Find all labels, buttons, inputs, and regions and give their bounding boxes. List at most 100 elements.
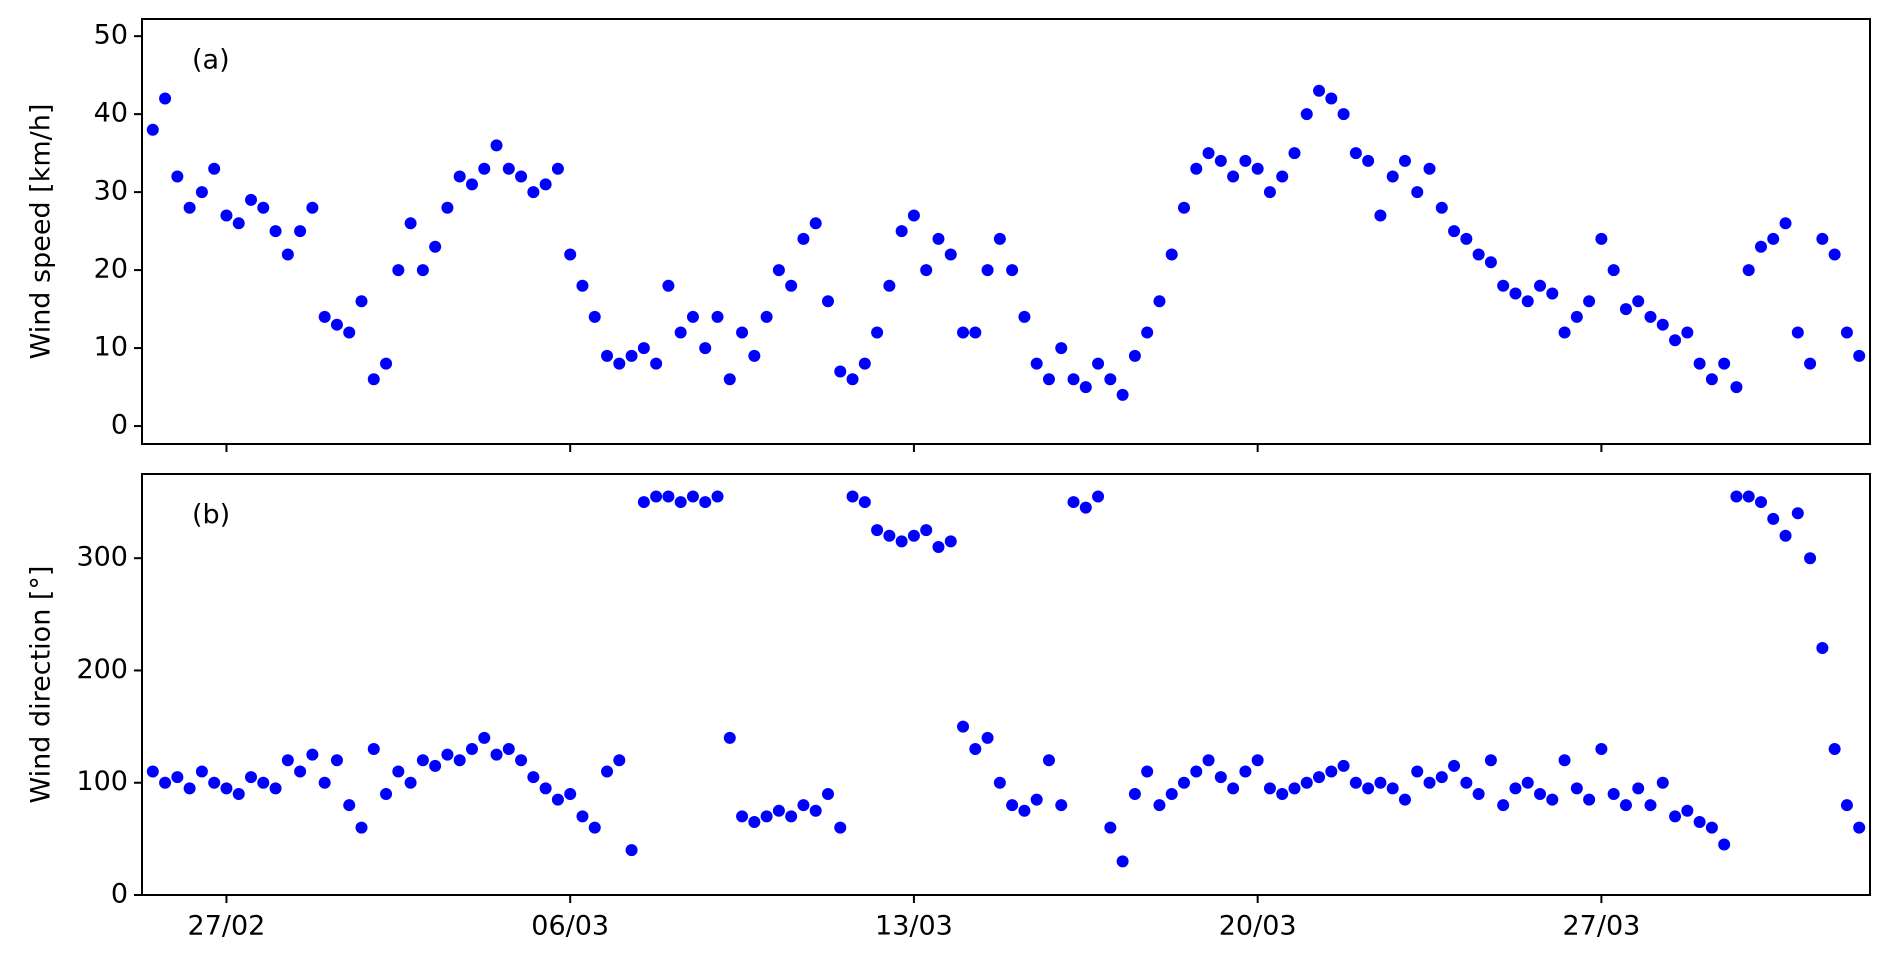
- data-point: [257, 201, 270, 214]
- data-point: [478, 162, 491, 175]
- data-point: [343, 799, 356, 812]
- data-point: [1239, 154, 1252, 167]
- data-point: [1472, 787, 1485, 800]
- data-point: [551, 162, 564, 175]
- data-point: [146, 123, 159, 136]
- data-point: [220, 782, 233, 795]
- data-point: [1669, 334, 1682, 347]
- data-point: [1767, 512, 1780, 525]
- data-point: [1067, 373, 1080, 386]
- data-point: [429, 240, 442, 253]
- data-point: [1669, 810, 1682, 823]
- data-point: [1141, 326, 1154, 339]
- data-point: [760, 810, 773, 823]
- data-point: [171, 170, 184, 183]
- data-point: [1227, 170, 1240, 183]
- data-point: [1534, 787, 1547, 800]
- data-point: [183, 201, 196, 214]
- data-point: [220, 209, 233, 222]
- data-point: [1558, 326, 1571, 339]
- data-point: [613, 754, 626, 767]
- data-point: [858, 496, 871, 509]
- data-point: [1742, 264, 1755, 277]
- data-point: [1816, 232, 1829, 245]
- data-point: [1509, 782, 1522, 795]
- data-point: [1398, 154, 1411, 167]
- data-point: [637, 496, 650, 509]
- x-tick-label: 20/03: [1219, 911, 1297, 942]
- data-point: [1448, 759, 1461, 772]
- data-point: [294, 765, 307, 778]
- data-point: [1227, 782, 1240, 795]
- data-point: [281, 248, 294, 261]
- data-point: [1656, 776, 1669, 789]
- data-point: [183, 782, 196, 795]
- data-point: [1853, 349, 1866, 362]
- data-point: [1644, 799, 1657, 812]
- data-point: [1190, 765, 1203, 778]
- y-tick-label: 30: [94, 176, 128, 207]
- data-point: [1313, 84, 1326, 97]
- data-point: [269, 782, 282, 795]
- data-point: [1828, 248, 1841, 261]
- data-point: [1619, 303, 1632, 316]
- data-point: [1055, 799, 1068, 812]
- data-point: [1705, 821, 1718, 834]
- data-point: [1791, 326, 1804, 339]
- data-point: [1276, 170, 1289, 183]
- data-point: [821, 295, 834, 308]
- data-point: [1374, 209, 1387, 222]
- data-point: [515, 754, 528, 767]
- data-point: [1595, 743, 1608, 756]
- data-point: [711, 490, 724, 503]
- data-point: [1521, 776, 1534, 789]
- data-point: [1042, 754, 1055, 767]
- data-point: [564, 787, 577, 800]
- data-point: [269, 225, 282, 238]
- data-point: [871, 326, 884, 339]
- data-point: [1288, 147, 1301, 160]
- data-point: [821, 787, 834, 800]
- data-point: [674, 496, 687, 509]
- data-point: [1300, 108, 1313, 121]
- y-tick-label: 100: [76, 766, 128, 797]
- data-point: [1681, 326, 1694, 339]
- data-point: [1804, 357, 1817, 370]
- data-point: [539, 178, 552, 191]
- data-point: [797, 799, 810, 812]
- data-point: [490, 139, 503, 152]
- y-tick-label: 20: [94, 254, 128, 285]
- data-point: [1030, 357, 1043, 370]
- data-point: [502, 743, 515, 756]
- data-point: [1214, 154, 1227, 167]
- data-point: [809, 804, 822, 817]
- data-point: [1411, 765, 1424, 778]
- data-point: [1472, 248, 1485, 261]
- data-point: [1693, 816, 1706, 829]
- data-point: [1251, 162, 1264, 175]
- data-point: [1546, 793, 1559, 806]
- panel-label: (b): [192, 500, 230, 531]
- data-point: [846, 373, 859, 386]
- data-point: [1754, 496, 1767, 509]
- data-point: [797, 232, 810, 245]
- data-point: [318, 776, 331, 789]
- data-point: [416, 264, 429, 277]
- data-point: [834, 365, 847, 378]
- data-point: [772, 804, 785, 817]
- data-point: [465, 178, 478, 191]
- data-point: [355, 295, 368, 308]
- data-point: [146, 765, 159, 778]
- data-point: [1779, 529, 1792, 542]
- data-point: [1251, 754, 1264, 767]
- data-point: [1349, 776, 1362, 789]
- data-point: [1583, 295, 1596, 308]
- data-point: [1509, 287, 1522, 300]
- data-point: [760, 310, 773, 323]
- data-point: [1141, 765, 1154, 778]
- data-point: [1128, 787, 1141, 800]
- data-point: [1202, 754, 1215, 767]
- data-point: [1178, 776, 1191, 789]
- data-point: [465, 743, 478, 756]
- data-point: [1497, 799, 1510, 812]
